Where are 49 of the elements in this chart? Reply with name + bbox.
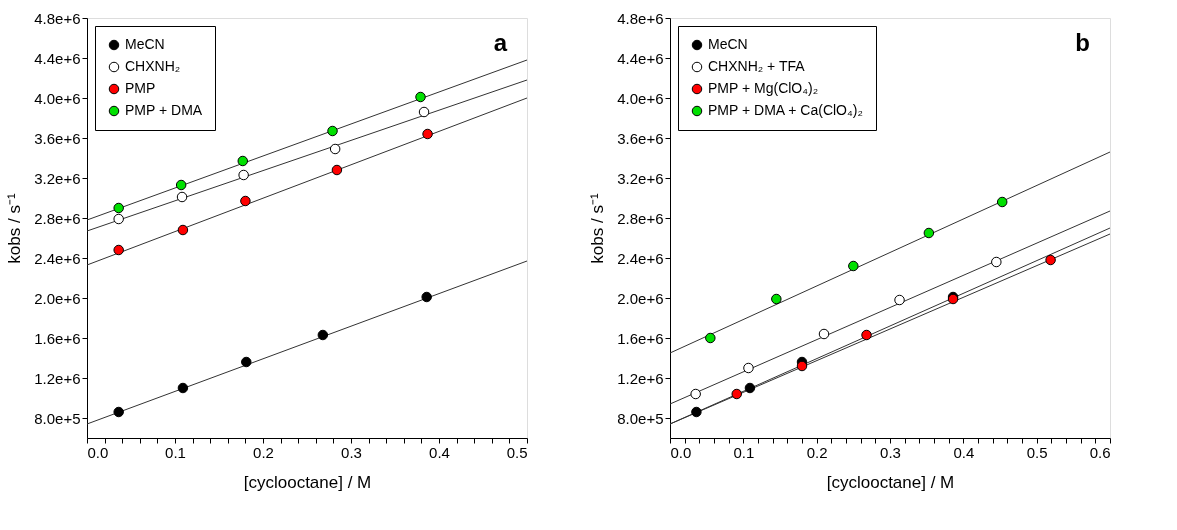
annotation: b xyxy=(1075,29,1090,56)
y-tick-label: 1.6e+6 xyxy=(617,329,664,347)
legend-label: PMP + Mg(ClO₄)₂ xyxy=(708,80,819,96)
y-tick-label: 1.6e+6 xyxy=(34,329,81,347)
legend-label: PMP + DMA xyxy=(125,102,203,118)
y-tick-label: 2.4e+6 xyxy=(617,249,664,267)
x-tick-label: 0.1 xyxy=(165,443,186,461)
y-tick-label: 3.6e+6 xyxy=(34,129,81,147)
legend-label: PMP + DMA + Ca(ClO₄)₂ xyxy=(708,102,863,118)
y-tick-label: 3.2e+6 xyxy=(617,169,664,187)
y-tick-label: 1.2e+6 xyxy=(617,369,664,387)
y-tick-label: 4.8e+6 xyxy=(34,9,81,27)
x-tick-label: 0.1 xyxy=(733,443,755,461)
y-tick-label: 8.0e+5 xyxy=(34,409,81,427)
x-tick-label: 0.3 xyxy=(341,443,362,461)
y-tick-label: 1.2e+6 xyxy=(34,369,81,387)
legend-label: PMP xyxy=(125,80,156,96)
legend-label: CHXNH₂ xyxy=(125,58,181,74)
legend-label: MeCN xyxy=(125,36,165,52)
legend-label: MeCN xyxy=(708,36,748,52)
y-tick-label: 2.8e+6 xyxy=(34,209,81,227)
y-tick-label: 8.0e+5 xyxy=(617,409,664,427)
y-tick-label: 4.8e+6 xyxy=(617,9,664,27)
x-tick-label: 0.2 xyxy=(253,443,274,461)
x-tick-label: 0.0 xyxy=(670,443,692,461)
y-tick-label: 2.8e+6 xyxy=(617,209,664,227)
x-tick-label: 0.0 xyxy=(87,443,109,461)
x-tick-label: 0.6 xyxy=(1089,443,1111,461)
x-tick-label: 0.5 xyxy=(1026,443,1048,461)
y-tick-label: 2.0e+6 xyxy=(617,289,664,307)
x-tick-label: 0.4 xyxy=(429,443,450,461)
x-axis-title: [cyclooctane] / M xyxy=(826,472,955,492)
y-tick-label: 4.4e+6 xyxy=(617,49,664,67)
y-tick-label: 3.6e+6 xyxy=(617,129,664,147)
x-axis-title: [cyclooctane] / M xyxy=(243,472,372,492)
x-tick-label: 0.3 xyxy=(880,443,901,461)
y-tick-label: 4.0e+6 xyxy=(617,89,664,107)
y-tick-label: 4.4e+6 xyxy=(34,49,81,67)
y-tick-label: 2.0e+6 xyxy=(34,289,81,307)
y-tick-label: 2.4e+6 xyxy=(34,249,81,267)
y-axis-title: kobs / s⁻¹ xyxy=(5,193,25,264)
y-tick-label: 3.2e+6 xyxy=(34,169,81,187)
x-tick-label: 0.4 xyxy=(953,443,975,461)
y-axis-title: kobs / s⁻¹ xyxy=(588,193,608,264)
x-tick-label: 0.5 xyxy=(506,443,528,461)
legend-label: CHXNH₂ + TFA xyxy=(708,58,806,74)
y-tick-label: 4.0e+6 xyxy=(34,89,81,107)
annotation: a xyxy=(493,29,508,56)
x-tick-label: 0.2 xyxy=(806,443,828,461)
